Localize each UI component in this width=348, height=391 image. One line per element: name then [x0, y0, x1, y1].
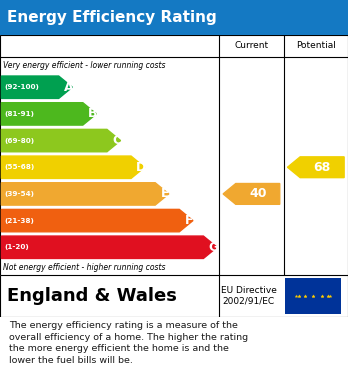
Text: (39-54): (39-54) — [4, 191, 34, 197]
Text: (69-80): (69-80) — [4, 138, 34, 143]
Text: (92-100): (92-100) — [4, 84, 39, 90]
Polygon shape — [1, 210, 193, 232]
Polygon shape — [1, 236, 217, 258]
Text: B: B — [88, 108, 98, 120]
Text: (55-68): (55-68) — [4, 164, 34, 170]
Text: 68: 68 — [314, 161, 331, 174]
Text: Not energy efficient - higher running costs: Not energy efficient - higher running co… — [3, 263, 165, 272]
Polygon shape — [1, 183, 169, 205]
Text: (1-20): (1-20) — [4, 244, 29, 250]
Text: D: D — [136, 161, 147, 174]
Text: G: G — [208, 241, 219, 254]
Text: F: F — [185, 214, 194, 227]
Polygon shape — [1, 103, 96, 125]
Polygon shape — [287, 157, 344, 178]
Text: C: C — [113, 134, 122, 147]
Text: The energy efficiency rating is a measure of the
overall efficiency of a home. T: The energy efficiency rating is a measur… — [9, 321, 248, 365]
Text: 40: 40 — [249, 187, 267, 201]
Text: A: A — [64, 81, 74, 94]
Text: Current: Current — [234, 41, 269, 50]
Text: (21-38): (21-38) — [4, 217, 34, 224]
Text: England & Wales: England & Wales — [7, 287, 177, 305]
Text: Energy Efficiency Rating: Energy Efficiency Rating — [7, 10, 217, 25]
Text: EU Directive
2002/91/EC: EU Directive 2002/91/EC — [221, 286, 277, 306]
Polygon shape — [1, 129, 121, 152]
Text: Very energy efficient - lower running costs: Very energy efficient - lower running co… — [3, 61, 165, 70]
Polygon shape — [1, 156, 145, 178]
Polygon shape — [1, 76, 72, 99]
Polygon shape — [223, 183, 280, 204]
Text: Potential: Potential — [296, 41, 336, 50]
Text: E: E — [161, 187, 170, 201]
Bar — [285, 278, 341, 314]
Text: (81-91): (81-91) — [4, 111, 34, 117]
